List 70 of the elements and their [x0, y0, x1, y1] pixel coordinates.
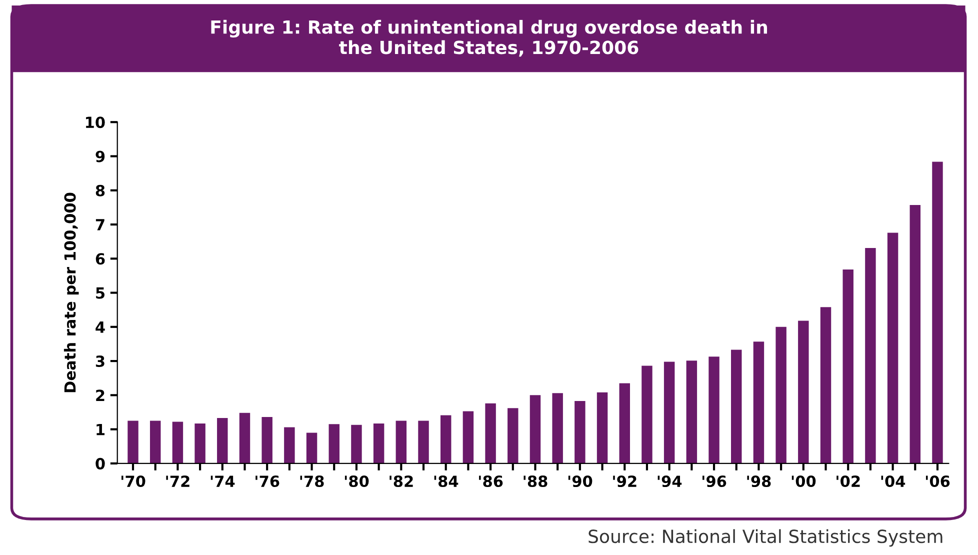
x-tick-label: '04	[881, 476, 906, 488]
bar	[753, 342, 764, 464]
x-tick-label: '02	[836, 476, 860, 488]
x-tick-label: '06	[926, 476, 950, 488]
x-tick-label: '00	[792, 476, 816, 488]
bar	[351, 424, 362, 464]
bar	[552, 393, 563, 464]
bar	[910, 205, 921, 464]
bar	[865, 248, 876, 464]
bar	[619, 383, 630, 464]
bar	[194, 423, 206, 464]
x-tick-label: '88	[524, 476, 548, 488]
bar	[462, 411, 474, 464]
bar	[217, 418, 228, 464]
bar	[842, 270, 854, 464]
x-tick-label: '78	[300, 476, 324, 488]
x-tick-label: '82	[390, 476, 413, 488]
bar	[418, 420, 429, 464]
bar	[798, 320, 809, 464]
bar	[596, 392, 608, 464]
bar	[485, 403, 496, 464]
x-tick-label: '74	[210, 476, 235, 487]
x-tick-label: '80	[344, 476, 369, 488]
y-axis-title: Death rate per 100,000	[64, 192, 79, 392]
bar	[887, 232, 898, 464]
y-tick-label: 3	[96, 355, 104, 368]
y-tick-label: 5	[96, 287, 104, 299]
x-tick-label: '98	[747, 476, 771, 488]
bar	[262, 417, 272, 464]
bar	[820, 307, 832, 464]
y-tick-label: 8	[96, 184, 105, 196]
bar	[373, 423, 384, 464]
y-tick-label: 10	[86, 116, 105, 128]
bar	[642, 366, 652, 464]
bar	[440, 415, 452, 464]
y-tick-label: 2	[96, 390, 104, 401]
bar	[664, 362, 675, 464]
x-tick-label: '76	[256, 476, 280, 488]
bar	[574, 400, 586, 464]
bar	[328, 424, 340, 464]
bar	[284, 427, 295, 464]
bar	[731, 350, 742, 464]
y-tick-label: 7	[96, 219, 104, 230]
x-tick-label: '70	[121, 476, 146, 488]
y-tick-label: 9	[96, 150, 105, 162]
bar	[128, 420, 138, 464]
y-tick-label: 6	[96, 253, 105, 265]
y-tick-label: 4	[96, 322, 105, 333]
bar	[396, 420, 407, 464]
x-tick-label: '72	[166, 476, 190, 487]
chart-title: Figure 1: Rate of unintentional drug overdose death in the United States, 1970-2006	[211, 20, 767, 57]
x-tick-label: '94	[658, 476, 682, 488]
y-tick-label: 1	[96, 424, 105, 436]
source-note: Source: National Vital Statistics System	[588, 529, 942, 547]
x-tick-label: '86	[479, 476, 503, 488]
bar	[508, 408, 518, 464]
bar	[239, 412, 250, 464]
y-tick-label: 0	[96, 458, 105, 470]
x-tick-label: '90	[568, 476, 592, 488]
bar	[150, 420, 161, 464]
x-tick-label: '84	[434, 476, 458, 488]
bar	[686, 360, 698, 464]
bar	[530, 395, 541, 464]
bar	[932, 162, 943, 464]
bar	[172, 422, 184, 464]
bar	[776, 326, 786, 464]
bar	[708, 356, 720, 464]
bar	[306, 432, 318, 464]
x-tick-label: '92	[613, 476, 636, 488]
x-tick-label: '96	[702, 476, 726, 488]
